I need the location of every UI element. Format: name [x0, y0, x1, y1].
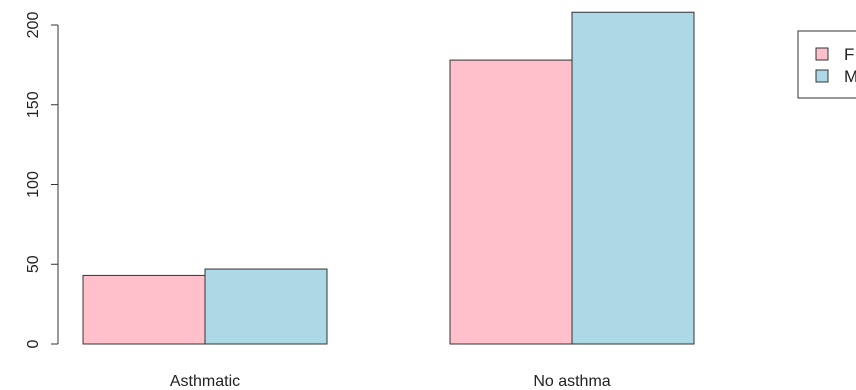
bar-f-no-asthma: [449, 59, 573, 345]
bar-f-asthmatic: [82, 274, 206, 345]
bar-m-asthmatic: [204, 268, 328, 345]
legend-label-f: F: [844, 45, 854, 64]
y-tick-label: 50: [25, 255, 42, 273]
y-axis: 0 50 100 150 200: [25, 12, 59, 348]
y-tick-label: 100: [25, 171, 42, 198]
bar-m-no-asthma: [571, 11, 695, 345]
y-tick-label: 200: [25, 12, 42, 39]
x-tick-label: Asthmatic: [170, 373, 240, 390]
legend: F M: [797, 30, 856, 99]
legend-label-m: M: [844, 67, 856, 86]
y-tick-label: 0: [25, 339, 42, 348]
legend-swatch-f: [815, 47, 829, 61]
y-tick-label: 150: [25, 91, 42, 118]
x-tick-label: No asthma: [533, 373, 610, 390]
bars: [82, 11, 695, 345]
x-axis-labels: Asthmatic No asthma: [170, 373, 611, 390]
legend-box: [797, 30, 856, 99]
legend-swatch-m: [815, 69, 829, 83]
